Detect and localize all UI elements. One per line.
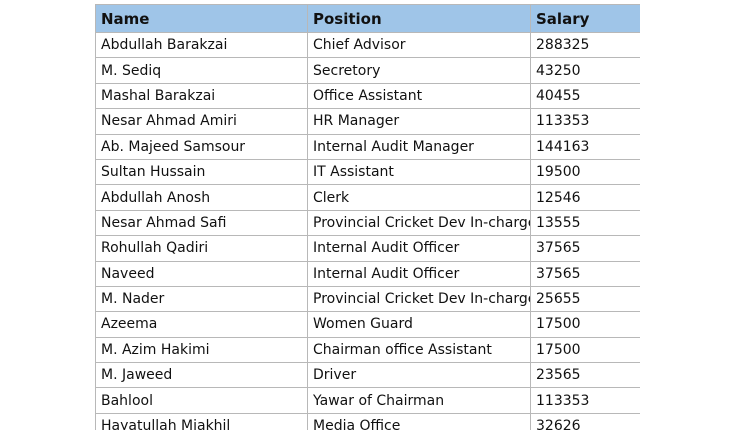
table-row: M. Sediq Secretory 43250 [95,57,640,84]
table-cell: Internal Audit Officer [307,235,531,262]
table-cell: Provincial Cricket Dev In-charge [307,285,531,313]
table-row: Bahlool Yawar of Chairman 113353 [95,387,640,414]
table-cell: Driver [307,362,531,389]
table-cell: Women Guard [307,311,531,338]
table-cell: Chairman office Assistant [307,336,531,364]
table-cell: 288325 [530,31,640,59]
table-cell: Media Office [307,412,531,430]
table-row: M. Nader Provincial Cricket Dev In-charge… [95,285,640,313]
table-row: Ab. Majeed Samsour Internal Audit Manager… [95,133,640,160]
table-cell: IT Assistant [307,158,531,186]
table-cell: Hayatullah Miakhil [95,412,308,430]
table-container: Name Position Salary Abdullah Barakzai Chie… [95,4,640,430]
table-cell: Internal Audit Officer [307,260,531,287]
table-cell: 25655 [530,285,640,313]
table-cell: Bahlool [95,387,308,414]
table-cell: M. Jaweed [95,362,308,389]
table-row: Sultan Hussain IT Assistant 19500 [95,158,640,186]
table-cell: 13555 [530,209,640,237]
table-row: Nesar Ahmad Safi Provincial Cricket Dev I… [95,209,640,237]
table-cell: Nesar Ahmad Amiri [95,108,308,135]
salary-table: Name Position Salary Abdullah Barakzai Chie… [95,4,640,430]
table-cell: Secretory [307,57,531,84]
table-cell: Abdullah Anosh [95,184,308,211]
table-cell: 113353 [530,387,640,414]
table-cell: Clerk [307,184,531,211]
table-cell: Provincial Cricket Dev In-charge [307,209,531,237]
table-cell: Abdullah Barakzai [95,31,308,59]
table-cell: Mashal Barakzai [95,82,308,110]
table-cell: 32626 [530,412,640,430]
table-cell: Ab. Majeed Samsour [95,133,308,160]
table-cell: 40455 [530,82,640,110]
table-row: Abdullah Barakzai Chief Advisor 288325 [95,31,640,59]
table-cell: HR Manager [307,108,531,135]
table-cell: Internal Audit Manager [307,133,531,160]
table-cell: M. Azim Hakimi [95,336,308,364]
table-cell: 19500 [530,158,640,186]
table-cell: Nesar Ahmad Safi [95,209,308,237]
header-cell: Position [307,4,531,33]
table-row: Abdullah Anosh Clerk 12546 [95,184,640,211]
table-row: Hayatullah Miakhil Media Office 32626 [95,412,640,430]
table-cell: 17500 [530,336,640,364]
table-row: Naveed Internal Audit Officer 37565 [95,260,640,287]
table-cell: 37565 [530,260,640,287]
table-cell: Office Assistant [307,82,531,110]
table-cell: Azeema [95,311,308,338]
header-cell: Salary [530,4,640,33]
table-row: M. Azim Hakimi Chairman office Assistant 1… [95,336,640,364]
table-cell: 37565 [530,235,640,262]
table-row: Mashal Barakzai Office Assistant 40455 [95,82,640,110]
table-body: Abdullah Barakzai Chief Advisor 288325 M. S… [95,31,640,430]
table-cell: 17500 [530,311,640,338]
table-cell: 113353 [530,108,640,135]
table-cell: Naveed [95,260,308,287]
table-cell: M. Sediq [95,57,308,84]
table-cell: Rohullah Qadiri [95,235,308,262]
table-cell: 144163 [530,133,640,160]
table-cell: Yawar of Chairman [307,387,531,414]
table-cell: 43250 [530,57,640,84]
header-row: Name Position Salary [95,4,640,33]
table-row: M. Jaweed Driver 23565 [95,362,640,389]
table-cell: Sultan Hussain [95,158,308,186]
table-row: Nesar Ahmad Amiri HR Manager 113353 [95,108,640,135]
table-cell: 12546 [530,184,640,211]
table-cell: Chief Advisor [307,31,531,59]
header-cell: Name [95,4,308,33]
table-row: Azeema Women Guard 17500 [95,311,640,338]
table-cell: 23565 [530,362,640,389]
table-row: Rohullah Qadiri Internal Audit Officer 375… [95,235,640,262]
table-cell: M. Nader [95,285,308,313]
